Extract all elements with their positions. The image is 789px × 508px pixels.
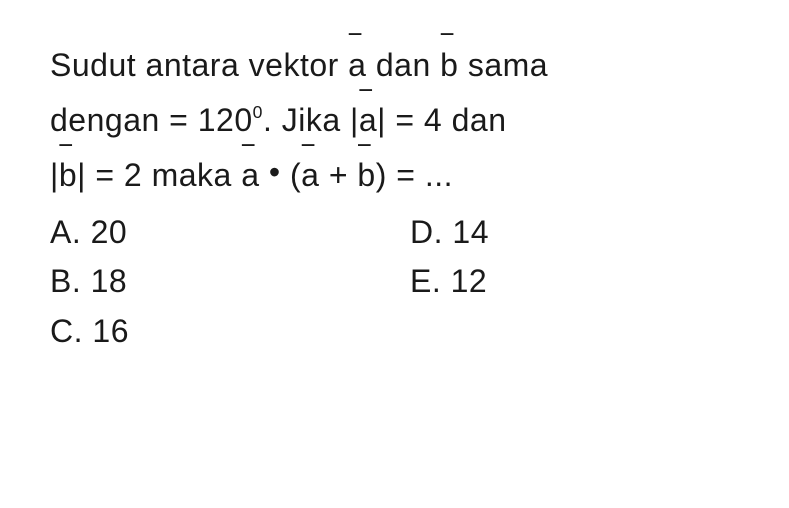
option-e[interactable]: E. 12 (410, 257, 530, 307)
option-row: C. 16 (50, 307, 739, 357)
option-label: B. (50, 263, 81, 299)
abs-close: | (377, 95, 386, 146)
abs-open: | (50, 150, 59, 201)
vector-a: a (241, 150, 259, 201)
text-segment: dan (366, 47, 440, 83)
text-segment: = ... (387, 157, 453, 193)
text-segment: sama (458, 47, 548, 83)
degree-symbol: 0 (253, 102, 263, 122)
option-c[interactable]: C. 16 (50, 307, 170, 357)
text-segment: Sudut antara vektor (50, 47, 348, 83)
abs-close: | (77, 150, 86, 201)
option-row: A. 20 D. 14 (50, 208, 739, 258)
text-segment: = 4 dan (386, 102, 507, 138)
question-line-1: Sudut antara vektor a dan b sama (50, 40, 739, 91)
abs-open: | (350, 95, 359, 146)
vector-b: b (59, 150, 77, 201)
question-block: Sudut antara vektor a dan b sama dengan … (50, 40, 739, 356)
option-a[interactable]: A. 20 (50, 208, 170, 258)
option-label: D. (410, 214, 443, 250)
question-line-2: dengan = 1200. Jika |a| = 4 dan (50, 95, 739, 146)
option-label: A. (50, 214, 81, 250)
option-d[interactable]: D. 14 (410, 208, 530, 258)
option-row: B. 18 E. 12 (50, 257, 739, 307)
option-value: 20 (91, 214, 128, 250)
dot-operator: • (260, 154, 290, 190)
option-label: C. (50, 313, 83, 349)
answer-options: A. 20 D. 14 B. 18 E. 12 C. 16 (50, 208, 739, 357)
option-value: 16 (92, 313, 129, 349)
text-segment: = 2 maka (86, 157, 241, 193)
option-value: 14 (452, 214, 489, 250)
vector-a: a (301, 150, 319, 201)
option-b[interactable]: B. 18 (50, 257, 170, 307)
option-value: 12 (451, 263, 488, 299)
paren-open: ( (290, 157, 301, 193)
question-line-3: |b| = 2 maka a • (a + b) = ... (50, 150, 739, 201)
option-value: 18 (91, 263, 128, 299)
paren-close: ) (376, 157, 387, 193)
vector-b: b (440, 40, 458, 91)
vector-b: b (357, 150, 375, 201)
plus-operator: + (319, 157, 357, 193)
text-segment: dengan = 120 (50, 102, 253, 138)
option-label: E. (410, 263, 441, 299)
